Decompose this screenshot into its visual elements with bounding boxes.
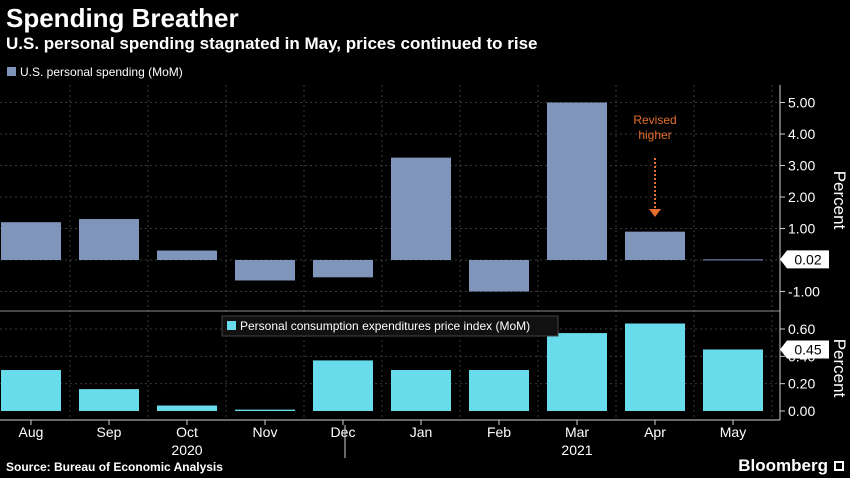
y-tick-labels: 5.004.003.002.001.00-1.000.600.400.200.0… — [780, 95, 820, 419]
spending-bar-mar — [547, 102, 607, 260]
last-value-labels: 0.02 0.45 — [780, 250, 829, 359]
x-tick-label-may: May — [720, 424, 746, 440]
x-tick-label-feb: Feb — [487, 424, 511, 440]
annotation-revised-higher: Revised higher — [633, 113, 677, 217]
pce-bar-sep — [79, 389, 139, 411]
x-year-label-2020: 2020 — [171, 442, 202, 458]
x-tick-label-sep: Sep — [97, 424, 122, 440]
ylabel-pce: Percent — [830, 339, 849, 398]
spending-bar-oct — [157, 250, 217, 260]
last-value-spending: 0.02 — [794, 251, 821, 267]
last-value-pce-box — [780, 340, 829, 359]
spending-bar-feb — [469, 260, 529, 292]
pce-bar-nov — [235, 409, 295, 411]
y-tick-label: 5.00 — [788, 95, 815, 111]
y-tick-label: 1.00 — [788, 221, 815, 237]
spending-bar-jan — [391, 157, 451, 260]
x-tick-label-jan: Jan — [410, 424, 433, 440]
legend-label-spending: U.S. personal spending (MoM) — [20, 65, 183, 79]
pce-bar-may — [703, 349, 763, 411]
x-tick-label-oct: Oct — [176, 424, 198, 440]
pce-bar-mar — [547, 333, 607, 411]
pce-bar-aug — [1, 369, 61, 411]
chart-title: Spending Breather — [6, 3, 239, 33]
last-value-spending-box — [780, 250, 829, 269]
y-tick-label: 2.00 — [788, 189, 815, 205]
x-year-label-2021: 2021 — [561, 442, 592, 458]
pce-bar-oct — [157, 405, 217, 411]
annotation-arrow-head — [649, 209, 661, 217]
legend-swatch-spending — [7, 67, 16, 76]
y-tick-label: 3.00 — [788, 158, 815, 174]
x-tick-labels: Aug Sep Oct Nov Dec Jan Feb Mar Apr May 2020 2021 — [19, 420, 746, 458]
legend-label-pce: Personal consumption expenditures price … — [240, 319, 530, 333]
spending-bars — [1, 102, 763, 292]
spending-bar-nov — [235, 260, 295, 281]
spending-bar-may — [703, 259, 763, 261]
x-tick-label-dec: Dec — [331, 424, 356, 440]
y-tick-label: 4.00 — [788, 126, 815, 142]
pce-bar-jan — [391, 369, 451, 411]
annotation-line-1: Revised — [633, 113, 676, 127]
x-tick-label-apr: Apr — [644, 424, 666, 440]
y-tick-label: -1.00 — [788, 284, 820, 300]
spending-bar-sep — [79, 219, 139, 260]
ylabel-spending: Percent — [830, 171, 849, 230]
legend-box-pce — [221, 315, 559, 337]
y-tick-label: 0.60 — [788, 321, 815, 337]
y-tick-label: 0.20 — [788, 376, 815, 392]
spending-bar-apr — [625, 231, 685, 260]
spending-bar-dec — [313, 260, 373, 278]
source-note: Source: Bureau of Economic Analysis — [6, 460, 223, 474]
pce-bar-dec — [313, 360, 373, 411]
chart-subtitle: U.S. personal spending stagnated in May,… — [6, 34, 538, 53]
brand-mark-icon — [834, 461, 844, 471]
x-tick-label-mar: Mar — [565, 424, 589, 440]
y-tick-label: 0.00 — [788, 403, 815, 419]
pce-bars — [1, 323, 763, 411]
last-value-pce: 0.45 — [794, 341, 821, 357]
spending-bar-aug — [1, 222, 61, 260]
x-tick-label-aug: Aug — [19, 424, 44, 440]
annotation-line-2: higher — [638, 128, 671, 142]
pce-bar-feb — [469, 369, 529, 411]
pce-bar-apr — [625, 323, 685, 411]
brand-logo-text: Bloomberg — [738, 456, 828, 475]
x-tick-label-nov: Nov — [253, 424, 278, 440]
legend-swatch-pce — [227, 321, 236, 330]
